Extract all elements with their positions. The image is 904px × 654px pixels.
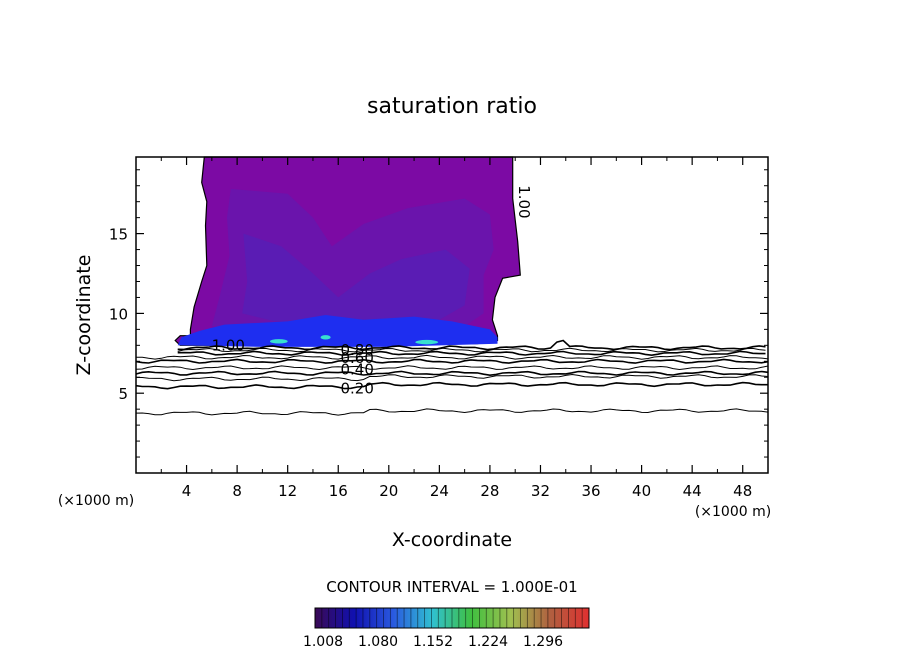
y-tick-label-1: 10 <box>109 305 128 323</box>
contour-line-2 <box>177 350 766 357</box>
x-tick-label-9: 40 <box>632 482 651 500</box>
x-tick-label-8: 36 <box>581 482 600 500</box>
cloud-fill-region <box>174 156 521 347</box>
colorbar-label-1: 1.080 <box>358 634 398 650</box>
contour-line-8 <box>135 381 768 390</box>
contour-line-1 <box>177 347 766 353</box>
colorbar-label-0: 1.008 <box>303 634 343 650</box>
contour-line-5 <box>135 365 769 371</box>
contour-label-1: 0.80 <box>340 341 373 359</box>
colorbar-ticks: 1.008 1.080 1.152 1.224 1.296 <box>303 608 590 650</box>
colorbar-label-2: 1.152 <box>413 634 453 650</box>
x-tick-label-7: 32 <box>531 482 550 500</box>
contour-line-0 <box>177 339 766 351</box>
y-tick-label-2: 15 <box>109 226 128 244</box>
x-unit-label-left: (×1000 m) <box>58 493 134 509</box>
contour-label-2: 0.60 <box>340 349 373 367</box>
y-axis-ticks: 5 10 15 <box>109 169 768 458</box>
x-tick-label-0: 4 <box>182 482 192 500</box>
x-tick-label-5: 24 <box>430 482 449 500</box>
contour-line-7 <box>135 373 769 382</box>
contour-line-9 <box>135 408 769 416</box>
y-tick-label-0: 5 <box>118 385 128 403</box>
contour-lines <box>135 339 769 416</box>
contour-label-5: 1.00 <box>515 185 533 218</box>
x-tick-label-6: 28 <box>480 482 499 500</box>
colorbar-label-3: 1.224 <box>468 634 508 650</box>
contour-line-4 <box>135 358 769 364</box>
contour-label-3: 0.40 <box>340 360 373 378</box>
cloud-base-fill <box>177 315 498 347</box>
contour-interval-text: CONTOUR INTERVAL = 1.000E-01 <box>326 578 577 596</box>
x-tick-label-4: 20 <box>379 482 398 500</box>
x-unit-label-right: (×1000 m) <box>695 504 771 520</box>
x-tick-label-10: 44 <box>683 482 702 500</box>
x-tick-label-2: 12 <box>278 482 297 500</box>
x-tick-label-11: 48 <box>733 482 752 500</box>
colorbar-label-4: 1.296 <box>523 634 563 650</box>
cloud-core-fill <box>242 233 470 323</box>
x-axis-label: X-coordinate <box>392 529 512 551</box>
contour-label-0: 1.00 <box>212 336 245 354</box>
y-axis-label: Z-coordinate <box>73 255 95 376</box>
contour-label-4: 0.20 <box>340 379 373 397</box>
plot-frame <box>135 156 769 474</box>
cloud-base-highlight-2 <box>320 335 331 340</box>
cloud-base-highlight-1 <box>415 339 439 345</box>
cloud-base-highlight-0 <box>269 339 288 344</box>
contour-labels: 1.00 0.800.600.400.20 1.00 <box>212 185 533 397</box>
chart-title: saturation ratio <box>367 94 537 119</box>
x-axis-ticks: 4 8 12 16 20 24 28 32 36 40 44 48 <box>160 157 752 500</box>
x-tick-label-3: 16 <box>329 482 348 500</box>
contour-line-6 <box>135 370 769 377</box>
contour-line-3 <box>136 354 769 360</box>
x-tick-label-1: 8 <box>232 482 242 500</box>
